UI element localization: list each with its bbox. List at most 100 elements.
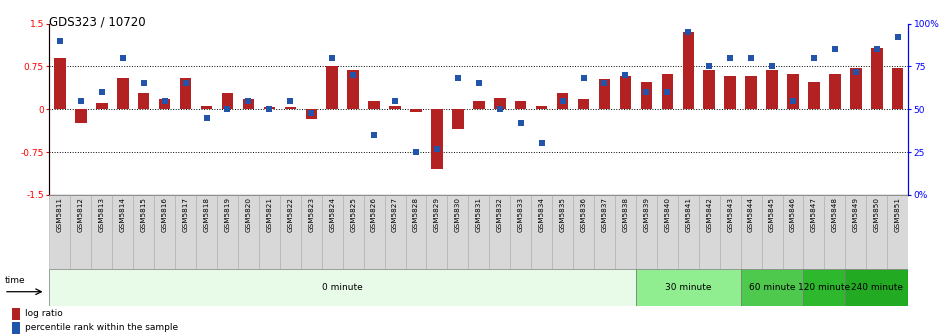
Text: GSM5849: GSM5849	[853, 197, 859, 232]
Point	[199, 115, 214, 121]
Bar	[578, 99, 590, 109]
FancyBboxPatch shape	[238, 195, 259, 269]
FancyBboxPatch shape	[321, 195, 342, 269]
Text: GSM5819: GSM5819	[224, 197, 230, 232]
Bar	[599, 80, 611, 109]
Text: GSM5845: GSM5845	[769, 197, 775, 232]
Point	[262, 107, 277, 112]
Bar	[389, 107, 400, 109]
Text: 240 minute: 240 minute	[851, 283, 902, 292]
FancyBboxPatch shape	[280, 195, 301, 269]
Point	[115, 55, 130, 60]
Point	[639, 89, 654, 95]
Point	[890, 35, 905, 40]
Bar	[117, 78, 128, 109]
Text: GSM5813: GSM5813	[99, 197, 105, 232]
Bar	[347, 70, 359, 109]
FancyBboxPatch shape	[112, 195, 133, 269]
FancyBboxPatch shape	[259, 195, 280, 269]
Text: GSM5831: GSM5831	[476, 197, 482, 232]
Point	[702, 64, 717, 69]
Text: GSM5847: GSM5847	[811, 197, 817, 232]
Bar	[804, 269, 845, 306]
Bar	[473, 101, 485, 109]
Bar	[892, 68, 903, 109]
Text: GSM5815: GSM5815	[141, 197, 146, 232]
Bar	[808, 82, 820, 109]
Text: GSM5848: GSM5848	[832, 197, 838, 232]
Point	[493, 107, 508, 112]
Bar	[683, 32, 694, 109]
Bar	[725, 76, 736, 109]
Bar	[636, 269, 741, 306]
FancyBboxPatch shape	[762, 195, 783, 269]
Text: GDS323 / 10720: GDS323 / 10720	[49, 15, 146, 28]
FancyBboxPatch shape	[154, 195, 175, 269]
Bar	[96, 103, 107, 109]
Bar	[704, 70, 715, 109]
Point	[597, 81, 612, 86]
Bar	[741, 269, 804, 306]
FancyBboxPatch shape	[615, 195, 636, 269]
Point	[576, 76, 592, 81]
FancyBboxPatch shape	[657, 195, 678, 269]
FancyBboxPatch shape	[405, 195, 426, 269]
Point	[827, 47, 843, 52]
Text: GSM5840: GSM5840	[665, 197, 670, 232]
Point	[450, 76, 465, 81]
FancyBboxPatch shape	[594, 195, 615, 269]
Text: GSM5824: GSM5824	[329, 197, 335, 232]
Text: 30 minute: 30 minute	[665, 283, 711, 292]
Text: GSM5828: GSM5828	[413, 197, 419, 232]
Text: GSM5817: GSM5817	[183, 197, 188, 232]
Text: time: time	[5, 276, 26, 285]
FancyBboxPatch shape	[741, 195, 762, 269]
Text: GSM5826: GSM5826	[371, 197, 378, 232]
Bar	[514, 101, 527, 109]
Bar	[263, 107, 275, 109]
Point	[681, 30, 696, 35]
Bar	[410, 109, 421, 112]
Point	[220, 107, 235, 112]
Point	[848, 69, 864, 74]
FancyBboxPatch shape	[301, 195, 321, 269]
FancyBboxPatch shape	[91, 195, 112, 269]
Point	[723, 55, 738, 60]
FancyBboxPatch shape	[804, 195, 825, 269]
Point	[94, 89, 109, 95]
Bar	[431, 109, 443, 169]
FancyBboxPatch shape	[825, 195, 845, 269]
Bar	[243, 99, 254, 109]
FancyBboxPatch shape	[783, 195, 804, 269]
FancyBboxPatch shape	[511, 195, 532, 269]
FancyBboxPatch shape	[490, 195, 511, 269]
Text: GSM5829: GSM5829	[434, 197, 440, 232]
FancyBboxPatch shape	[426, 195, 447, 269]
FancyBboxPatch shape	[699, 195, 720, 269]
Text: GSM5842: GSM5842	[707, 197, 712, 232]
Text: 120 minute: 120 minute	[798, 283, 850, 292]
FancyBboxPatch shape	[217, 195, 238, 269]
Text: GSM5814: GSM5814	[120, 197, 126, 232]
Point	[136, 81, 151, 86]
Bar	[746, 76, 757, 109]
Point	[786, 98, 801, 103]
FancyBboxPatch shape	[845, 195, 866, 269]
Point	[765, 64, 780, 69]
Text: log ratio: log ratio	[25, 309, 63, 319]
Point	[387, 98, 402, 103]
Bar	[305, 109, 317, 120]
FancyBboxPatch shape	[866, 195, 887, 269]
Bar	[845, 269, 908, 306]
Text: GSM5835: GSM5835	[559, 197, 566, 232]
Text: GSM5820: GSM5820	[245, 197, 251, 232]
Text: GSM5850: GSM5850	[874, 197, 880, 232]
Text: GSM5825: GSM5825	[350, 197, 357, 232]
FancyBboxPatch shape	[573, 195, 594, 269]
Point	[744, 55, 759, 60]
Text: GSM5821: GSM5821	[266, 197, 272, 232]
Text: GSM5823: GSM5823	[308, 197, 314, 232]
FancyBboxPatch shape	[553, 195, 573, 269]
Text: GSM5844: GSM5844	[748, 197, 754, 232]
FancyBboxPatch shape	[532, 195, 553, 269]
